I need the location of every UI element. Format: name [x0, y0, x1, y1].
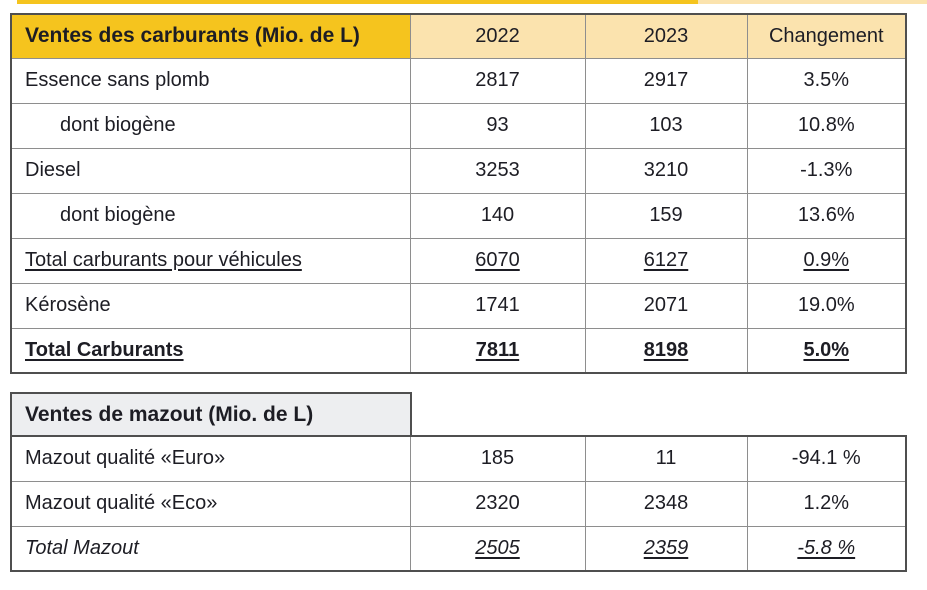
value-2022: 7811	[409, 327, 586, 374]
value-2022: 2320	[409, 480, 586, 527]
tables-container: Ventes des carburants (Mio. de L) 2022 2…	[10, 13, 907, 572]
value-2022: 3253	[409, 147, 586, 194]
value-2022: 140	[409, 192, 586, 239]
row-label: Total Carburants	[10, 327, 411, 374]
value-2023: 2071	[584, 282, 748, 329]
value-change: 13.6%	[746, 192, 907, 239]
value-2022: 185	[409, 435, 586, 482]
column-header-2022: 2022	[409, 13, 586, 59]
fuel-sales-table: Ventes des carburants (Mio. de L) 2022 2…	[10, 13, 907, 374]
row-label: dont biogène	[10, 192, 411, 239]
cropped-strip-gold	[17, 0, 698, 4]
value-2022: 2817	[409, 57, 586, 104]
value-change: 5.0%	[746, 327, 907, 374]
value-2023: 2348	[584, 480, 748, 527]
value-change: 19.0%	[746, 282, 907, 329]
fuel-table-header-row: Ventes des carburants (Mio. de L) 2022 2…	[10, 13, 907, 59]
value-change: 0.9%	[746, 237, 907, 284]
cropped-strip-cream	[698, 0, 927, 4]
total-row-mazout: Total Mazout 2505 2359 -5.8 %	[10, 525, 907, 572]
table-row: dont biogène 93 103 10.8%	[10, 102, 907, 149]
table-row: Mazout qualité «Euro» 185 11 -94.1 %	[10, 435, 907, 482]
fuel-table-title: Ventes des carburants (Mio. de L)	[10, 13, 411, 59]
value-change: 10.8%	[746, 102, 907, 149]
table-row: dont biogène 140 159 13.6%	[10, 192, 907, 239]
subtotal-row-vehicles: Total carburants pour véhicules 6070 612…	[10, 237, 907, 284]
value-2022: 2505	[409, 525, 586, 572]
column-header-change: Changement	[746, 13, 907, 59]
row-label: dont biogène	[10, 102, 411, 149]
table-row: Diesel 3253 3210 -1.3%	[10, 147, 907, 194]
value-2023: 103	[584, 102, 748, 149]
value-change: -1.3%	[746, 147, 907, 194]
row-label: Mazout qualité «Eco»	[10, 480, 411, 527]
value-change: -5.8 %	[746, 525, 907, 572]
row-label: Kérosène	[10, 282, 411, 329]
value-2023: 159	[584, 192, 748, 239]
total-row-carburants: Total Carburants 7811 8198 5.0%	[10, 327, 907, 374]
row-label: Total carburants pour véhicules	[10, 237, 411, 284]
row-label: Essence sans plomb	[10, 57, 411, 104]
value-2023: 8198	[584, 327, 748, 374]
value-2023: 3210	[584, 147, 748, 194]
value-change: 1.2%	[746, 480, 907, 527]
cropped-row-strip	[17, 0, 927, 4]
mazout-table-title: Ventes de mazout (Mio. de L)	[10, 392, 412, 435]
row-label: Mazout qualité «Euro»	[10, 435, 411, 482]
value-2023: 2917	[584, 57, 748, 104]
value-2023: 6127	[584, 237, 748, 284]
row-label: Diesel	[10, 147, 411, 194]
mazout-sales-table: Mazout qualité «Euro» 185 11 -94.1 % Maz…	[10, 435, 907, 572]
value-2023: 11	[584, 435, 748, 482]
row-label: Total Mazout	[10, 525, 411, 572]
value-2022: 1741	[409, 282, 586, 329]
column-header-2023: 2023	[584, 13, 748, 59]
table-row: Kérosène 1741 2071 19.0%	[10, 282, 907, 329]
table-row: Essence sans plomb 2817 2917 3.5%	[10, 57, 907, 104]
table-row: Mazout qualité «Eco» 2320 2348 1.2%	[10, 480, 907, 527]
value-2022: 93	[409, 102, 586, 149]
value-change: 3.5%	[746, 57, 907, 104]
value-2023: 2359	[584, 525, 748, 572]
value-2022: 6070	[409, 237, 586, 284]
value-change: -94.1 %	[746, 435, 907, 482]
